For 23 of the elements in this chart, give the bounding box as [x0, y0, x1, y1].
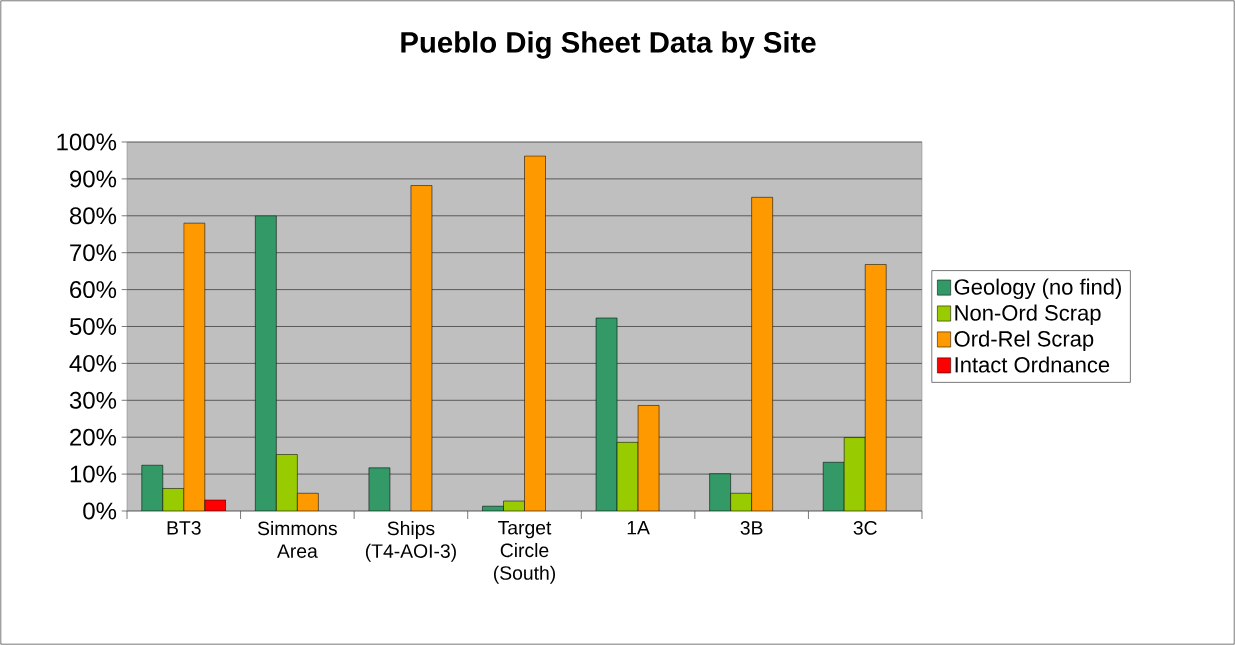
y-tick-label: 30% [69, 391, 117, 409]
y-tick-label: 50% [69, 317, 117, 335]
x-tick-label: 3C [853, 521, 877, 535]
y-tick-label: 70% [70, 244, 117, 262]
legend-label: Geology (no find) [954, 278, 1121, 300]
y-tick-label: 60% [70, 281, 117, 299]
x-tick-label: BT3 [167, 521, 201, 535]
x-tick-label: Ships (T4-AOI-3) [365, 521, 456, 562]
legend-label: Intact Ordnance [955, 356, 1110, 373]
chart-title: Pueblo Dig Sheet Data by Site [401, 31, 816, 59]
y-tick-label: 40% [69, 354, 117, 372]
y-tick-label: 80% [69, 207, 117, 225]
legend-label: Ord-Rel Scrap [954, 330, 1094, 351]
y-tick-label: 0% [83, 502, 117, 520]
y-tick-label: 100% [57, 133, 117, 151]
legend-label: Non-Ord Scrap [955, 304, 1101, 326]
x-tick-label: Simmons Area [257, 521, 337, 558]
x-tick-label: 3B [740, 521, 763, 535]
y-tick-label: 20% [70, 428, 117, 446]
y-tick-label: 90% [70, 170, 117, 188]
x-tick-label: 1A [627, 521, 650, 535]
y-tick-label: 10% [70, 465, 117, 483]
x-tick-label: Target Circle (South) [493, 521, 556, 584]
